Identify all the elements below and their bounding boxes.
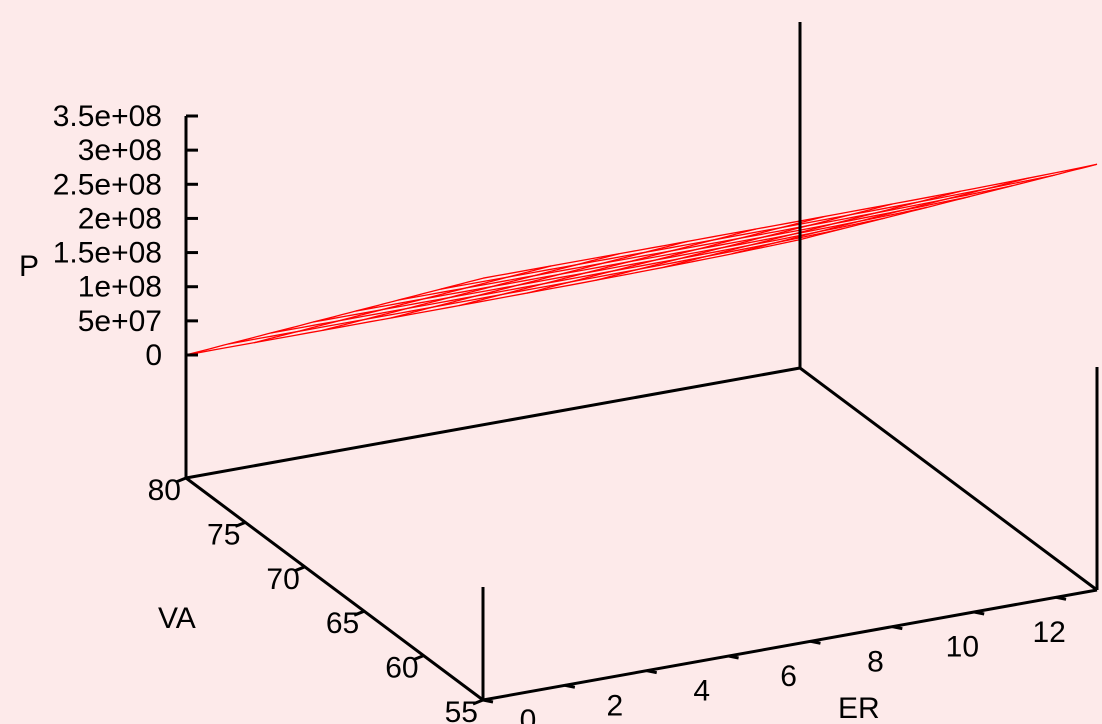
mesh-line-er-3 bbox=[390, 240, 688, 319]
mesh-line-er-0 bbox=[185, 277, 484, 356]
surface-mesh bbox=[185, 163, 1098, 356]
x-tick-6 bbox=[973, 610, 985, 616]
mesh-line-va-1 bbox=[440, 174, 1055, 290]
x-tick-5 bbox=[892, 625, 903, 631]
mesh-line-er-9 bbox=[799, 163, 1098, 241]
x-tick-label-6: 12 bbox=[1033, 616, 1066, 649]
right-axis-line bbox=[799, 366, 1098, 592]
x-tick-1 bbox=[564, 683, 576, 689]
mesh-line-er-5 bbox=[526, 215, 825, 294]
x-tick-2 bbox=[646, 669, 658, 675]
mesh-line-er-2 bbox=[322, 253, 620, 332]
y-tick-label-5: 80 bbox=[148, 474, 181, 507]
x-tick-label-4: 8 bbox=[867, 645, 884, 678]
y-axis-label: VA bbox=[158, 602, 196, 635]
z-axis-label: P bbox=[19, 250, 39, 283]
y-tick-label-1: 60 bbox=[385, 652, 418, 685]
y-tick-label-3: 70 bbox=[266, 563, 299, 596]
x-tick-label-2: 4 bbox=[693, 675, 710, 708]
mesh-line-er-6 bbox=[595, 203, 893, 282]
axes bbox=[184, 22, 1099, 702]
z-tick-label-7: 3.5e+08 bbox=[53, 100, 162, 133]
x-tick-label-5: 10 bbox=[946, 631, 979, 664]
y-tick-4 bbox=[234, 521, 246, 528]
mesh-line-er-1 bbox=[254, 265, 552, 344]
back-axis-line bbox=[185, 366, 801, 480]
tick-labels: 0246810121455606570758005e+071e+081.5e+0… bbox=[53, 100, 1066, 724]
y-tick-2 bbox=[353, 609, 365, 617]
x-axis-line bbox=[482, 588, 1098, 702]
x-tick-label-0: 0 bbox=[520, 704, 537, 724]
z-tick-label-1: 5e+07 bbox=[78, 305, 162, 338]
z-tick-label-5: 2.5e+08 bbox=[53, 168, 162, 201]
x-tick-0 bbox=[482, 698, 494, 704]
z-tick-label-2: 1e+08 bbox=[78, 271, 162, 304]
z-tick-label-4: 2e+08 bbox=[78, 202, 162, 235]
y-tick-5 bbox=[175, 476, 187, 484]
y-tick-0 bbox=[472, 698, 484, 706]
z-tick-label-3: 1.5e+08 bbox=[53, 237, 162, 270]
mesh-line-va-5 bbox=[270, 217, 886, 334]
mesh-line-va-3 bbox=[355, 195, 970, 312]
y-tick-label-0: 55 bbox=[445, 696, 478, 724]
y-tick-1 bbox=[413, 654, 425, 661]
y-tick-label-2: 65 bbox=[326, 607, 359, 640]
x-tick-4 bbox=[810, 639, 821, 645]
y-axis-line bbox=[185, 476, 484, 702]
y-tick-label-4: 75 bbox=[207, 518, 240, 551]
x-tick-label-1: 2 bbox=[607, 689, 624, 722]
mesh-line-va-0 bbox=[482, 163, 1098, 279]
y-tick-3 bbox=[294, 565, 306, 573]
mesh-line-er-8 bbox=[731, 177, 1029, 255]
mesh-line-er-4 bbox=[458, 228, 757, 307]
ticks bbox=[175, 114, 1067, 706]
mesh-line-er-7 bbox=[663, 190, 961, 268]
mesh-line-va-2 bbox=[397, 185, 1013, 301]
mesh-line-va-6 bbox=[228, 228, 843, 345]
x-axis-label: ER bbox=[838, 692, 880, 724]
mesh-line-va-7 bbox=[185, 238, 801, 356]
z-tick-label-0: 0 bbox=[145, 339, 162, 372]
x-tick-label-3: 6 bbox=[780, 660, 797, 693]
x-tick-3 bbox=[728, 654, 739, 660]
x-tick-7 bbox=[1055, 595, 1067, 601]
mesh-line-va-4 bbox=[313, 206, 928, 323]
z-tick-label-6: 3e+08 bbox=[78, 134, 162, 167]
